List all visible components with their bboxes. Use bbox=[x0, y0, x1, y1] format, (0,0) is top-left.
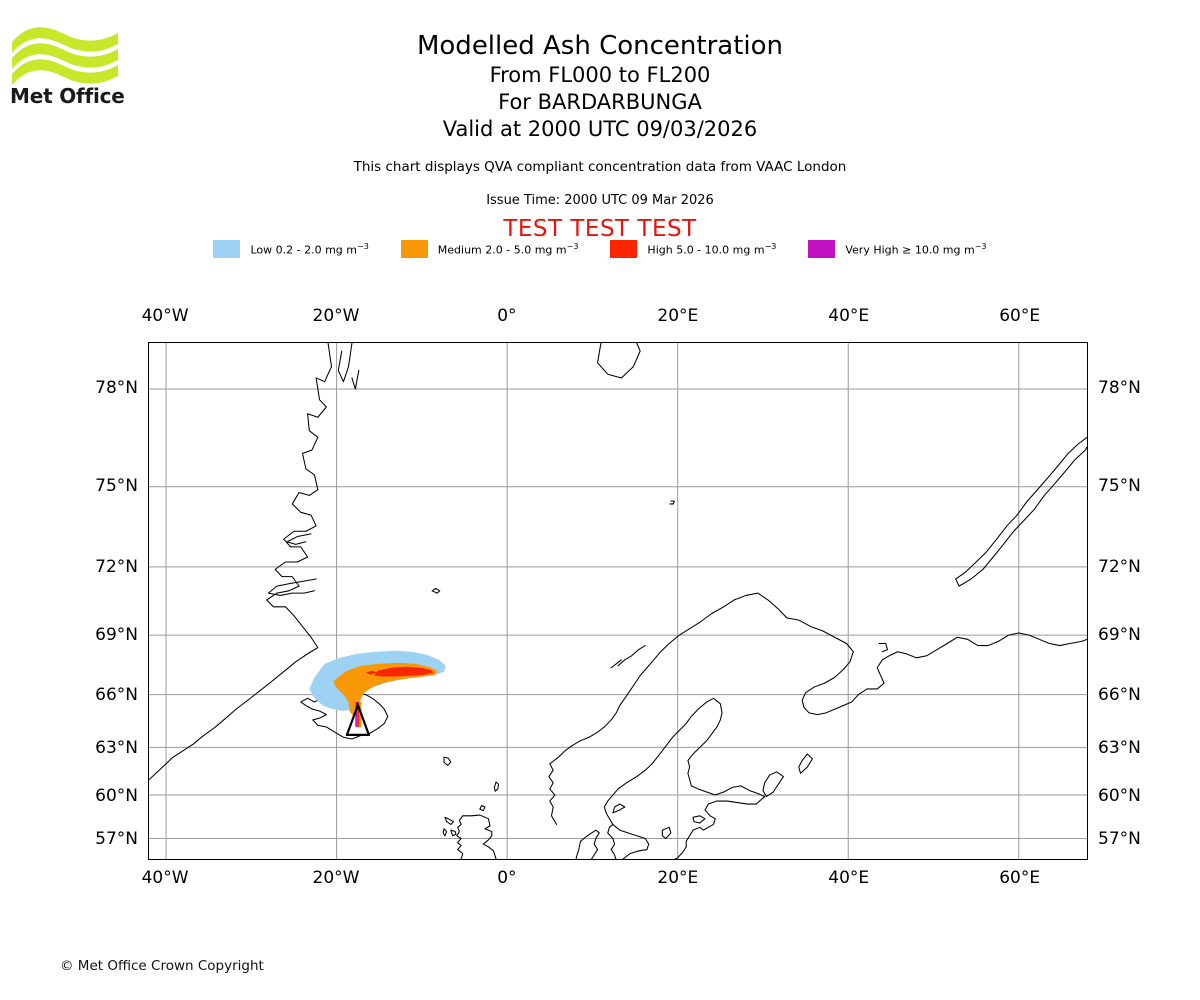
chart-header: Modelled Ash Concentration From FL000 to… bbox=[0, 0, 1200, 242]
lon-tick-bottom-20°W: 20°W bbox=[312, 868, 360, 888]
lat-tick-left-78°N: 78°N bbox=[95, 378, 138, 399]
eruption-column-stripe-0 bbox=[355, 701, 358, 727]
issue-time: Issue Time: 2000 UTC 09 Mar 2026 bbox=[486, 193, 714, 208]
lat-tick-left-57°N: 57°N bbox=[95, 829, 138, 850]
lon-tick-top-60°E: 60°E bbox=[999, 306, 1041, 326]
eruption-column-stripe-1 bbox=[357, 701, 360, 727]
met-office-waves-icon bbox=[12, 27, 118, 84]
lat-tick-left-63°N: 63°N bbox=[95, 737, 138, 758]
volcano-name: For BARDARBUNGA bbox=[498, 90, 702, 114]
lat-tick-left-60°N: 60°N bbox=[95, 785, 138, 806]
lon-tick-top-40°W: 40°W bbox=[141, 306, 189, 326]
legend-swatch-low bbox=[213, 240, 241, 258]
lat-tick-right-60°N: 60°N bbox=[1098, 785, 1141, 806]
lat-tick-right-66°N: 66°N bbox=[1098, 684, 1141, 705]
lon-tick-top-20°W: 20°W bbox=[312, 306, 360, 326]
test-banner: TEST TEST TEST bbox=[503, 216, 697, 242]
concentration-legend: Low 0.2 - 2.0 mg m−3 Medium 2.0 - 5.0 mg … bbox=[0, 240, 1200, 258]
lat-tick-right-72°N: 72°N bbox=[1098, 556, 1141, 577]
legend-item-high: High 5.0 - 10.0 mg m−3 bbox=[610, 240, 776, 258]
met-office-logo: Met Office bbox=[10, 22, 128, 114]
lat-tick-right-57°N: 57°N bbox=[1098, 829, 1141, 850]
lon-tick-top-40°E: 40°E bbox=[828, 306, 870, 326]
legend-label-very-high: Very High ≥ 10.0 mg m−3 bbox=[845, 241, 987, 257]
lat-tick-left-75°N: 75°N bbox=[95, 476, 138, 497]
volcano-marker bbox=[345, 701, 370, 736]
volcano-triangle-icon bbox=[345, 701, 370, 736]
map-gridlines bbox=[149, 343, 1087, 859]
plume-contour-high bbox=[374, 666, 434, 677]
lat-tick-left-66°N: 66°N bbox=[95, 684, 138, 705]
lat-tick-right-63°N: 63°N bbox=[1098, 737, 1141, 758]
legend-swatch-very-high bbox=[808, 240, 836, 258]
lon-tick-bottom-60°E: 60°E bbox=[999, 868, 1041, 888]
legend-label-low: Low 0.2 - 2.0 mg m−3 bbox=[250, 241, 369, 257]
valid-time: Valid at 2000 UTC 09/03/2026 bbox=[442, 117, 758, 141]
page-title: Modelled Ash Concentration bbox=[416, 31, 784, 61]
flight-level-range: From FL000 to FL200 bbox=[489, 63, 711, 87]
lat-tick-right-78°N: 78°N bbox=[1098, 378, 1141, 399]
lon-tick-bottom-20°E: 20°E bbox=[657, 868, 699, 888]
ash-plume-contours bbox=[309, 650, 446, 727]
coastlines bbox=[149, 343, 1087, 859]
legend-label-high: High 5.0 - 10.0 mg m−3 bbox=[647, 241, 777, 257]
map-container: 40°W 40°W 20°W 20°W 0° 0° 20°E 20°E 40°E 40°E 60°E… bbox=[0, 300, 1200, 900]
legend-item-very-high: Very High ≥ 10.0 mg m−3 bbox=[808, 240, 987, 258]
qva-note: This chart displays QVA compliant concen… bbox=[353, 159, 847, 175]
lon-tick-bottom-0°: 0° bbox=[497, 868, 517, 888]
lon-tick-top-0°: 0° bbox=[497, 306, 517, 326]
lon-tick-top-20°E: 20°E bbox=[657, 306, 699, 326]
legend-label-medium: Medium 2.0 - 5.0 mg m−3 bbox=[437, 241, 579, 257]
lon-tick-bottom-40°W: 40°W bbox=[141, 868, 189, 888]
logo-wordmark: Met Office bbox=[10, 84, 125, 108]
legend-swatch-high bbox=[610, 240, 638, 258]
copyright-notice: © Met Office Crown Copyright bbox=[60, 958, 264, 974]
legend-item-low: Low 0.2 - 2.0 mg m−3 bbox=[213, 240, 369, 258]
map-canvas bbox=[149, 343, 1087, 859]
legend-item-medium: Medium 2.0 - 5.0 mg m−3 bbox=[400, 240, 579, 258]
lon-tick-bottom-40°E: 40°E bbox=[828, 868, 870, 888]
lat-tick-right-75°N: 75°N bbox=[1098, 476, 1141, 497]
lat-tick-left-72°N: 72°N bbox=[95, 556, 138, 577]
lat-tick-left-69°N: 69°N bbox=[95, 625, 138, 646]
plume-contour-high-secondary bbox=[365, 670, 378, 675]
map-plot-area[interactable] bbox=[148, 342, 1088, 860]
legend-swatch-medium bbox=[400, 240, 428, 258]
lat-tick-right-69°N: 69°N bbox=[1098, 625, 1141, 646]
